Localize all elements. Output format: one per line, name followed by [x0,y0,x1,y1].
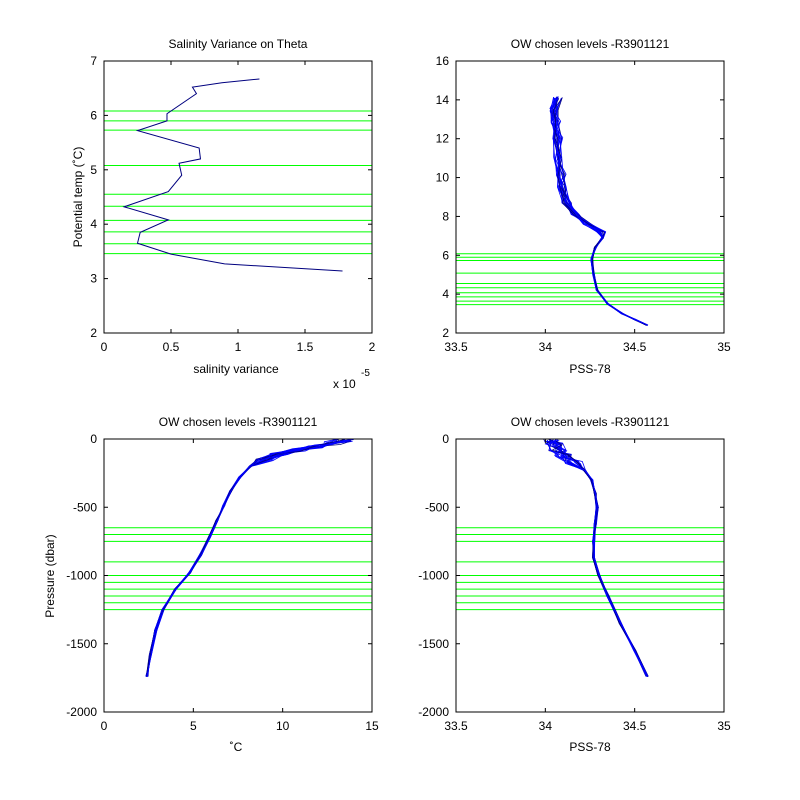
y-tick-label: 7 [90,54,97,68]
y-axis-label: Pressure (dbar) [43,534,57,617]
x-tick-label: 15 [365,719,379,733]
axes-box [455,60,725,334]
panel-pressure-salinity: OW chosen levels -R3901121 PSS-78 33.5 34… [418,415,731,754]
profile-line [544,439,648,677]
plot-area [104,439,372,677]
x-tick-label: 33.5 [444,719,468,733]
y-tick-label: -2000 [418,705,449,719]
profile-line [546,440,649,677]
chart-title: OW chosen levels -R3901121 [511,415,670,429]
x-tick-label: 0 [101,340,108,354]
x-axis-label: salinity variance [193,362,279,376]
x-tick-label: 2 [369,340,376,354]
y-tick-label: -1000 [66,569,97,583]
y-tick-label: 2 [442,326,449,340]
profile-line [146,439,338,677]
x-tick-label: 10 [276,719,290,733]
y-tick-label: 10 [436,171,450,185]
y-tick-label: 0 [442,432,449,446]
x-exponent-label: x 10 [333,377,356,391]
y-tick-label: 4 [90,217,97,231]
variance-profile-line [122,78,343,272]
y-tick-label: -1500 [66,637,97,651]
y-tick-label: 5 [90,163,97,177]
plot-area [456,96,724,326]
x-tick-label: 1.5 [297,340,314,354]
y-tick-label: -1000 [418,569,449,583]
y-tick-label: 3 [90,272,97,286]
y-tick-label: 12 [436,132,450,146]
y-tick-label: -2000 [66,705,97,719]
y-tick-label: 14 [436,93,450,107]
y-tick-label: -1500 [418,637,449,651]
plot-area [456,439,724,677]
x-tick-label: 1 [235,340,242,354]
y-tick-label: -500 [73,500,97,514]
x-exponent-value: -5 [361,368,370,379]
chart-title: OW chosen levels -R3901121 [159,415,318,429]
panel-salinity-variance: Salinity Variance on Theta salinity vari… [71,37,376,391]
x-tick-label: 33.5 [444,340,468,354]
y-tick-label: 4 [442,287,449,301]
y-tick-label: 8 [442,209,449,223]
y-tick-label: 0 [90,432,97,446]
x-tick-label: 34 [539,340,553,354]
y-tick-label: -500 [425,500,449,514]
x-axis-label: PSS-78 [569,740,611,754]
x-tick-label: 0 [101,719,108,733]
x-tick-label: 0.5 [163,340,180,354]
x-axis-label: PSS-78 [569,362,611,376]
panel-pressure-temperature: OW chosen levels -R3901121 ˚C Pressure (… [43,415,379,754]
x-axis-label: ˚C [230,740,243,754]
x-tick-label: 35 [717,719,731,733]
chart-title: Salinity Variance on Theta [169,37,308,51]
x-tick-label: 5 [190,719,197,733]
panel-theta-salinity: OW chosen levels -R3901121 PSS-78 33.5 34… [436,37,731,376]
x-tick-label: 35 [717,340,731,354]
y-tick-label: 6 [90,108,97,122]
plot-area [104,78,372,272]
y-tick-label: 6 [442,248,449,262]
profile-line [550,96,648,326]
y-axis-label: Potential temp (˚C) [71,147,85,248]
y-tick-label: 2 [90,326,97,340]
y-tick-label: 16 [436,54,450,68]
x-tick-label: 34.5 [623,719,647,733]
chart-title: OW chosen levels -R3901121 [511,37,670,51]
x-tick-label: 34.5 [623,340,647,354]
x-tick-label: 34 [539,719,553,733]
